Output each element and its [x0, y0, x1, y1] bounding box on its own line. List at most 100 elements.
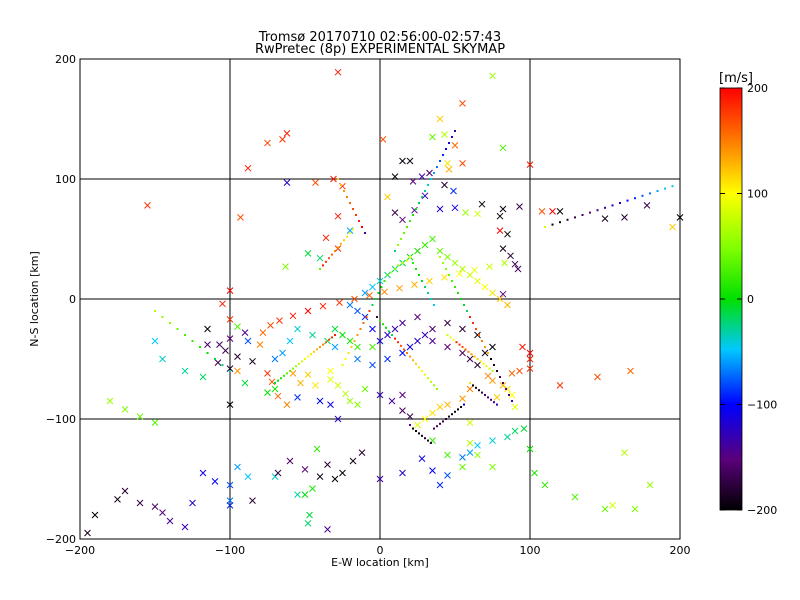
data-point-x: [474, 451, 481, 459]
data-point-dot: [319, 346, 321, 348]
data-point-x: [444, 343, 451, 351]
data-point-x: [334, 382, 342, 389]
data-point-x: [283, 401, 291, 408]
data-point-x: [342, 390, 349, 398]
data-point-x: [511, 427, 519, 435]
data-point-x: [327, 376, 334, 383]
data-point-dot: [559, 221, 561, 224]
data-point-x: [279, 349, 286, 357]
data-point-x: [339, 331, 346, 339]
data-point-dot: [476, 358, 479, 360]
data-point-x: [429, 133, 436, 141]
data-point-dot: [439, 160, 441, 162]
chart-subtitle: RwPretec (8p) EXPERIMENTAL SKYMAP: [255, 42, 505, 57]
data-point-x: [199, 373, 207, 381]
data-point-x: [391, 173, 399, 180]
data-point-dot: [169, 322, 171, 324]
data-point-x: [418, 173, 426, 180]
y-axis-label: N-S location [km]: [28, 251, 41, 347]
data-point-dot: [328, 338, 330, 341]
data-point-x: [421, 241, 429, 249]
data-point-x: [444, 253, 451, 261]
data-point-x: [474, 361, 481, 369]
data-point-x: [304, 371, 312, 378]
data-point-dot: [289, 370, 291, 372]
data-point-x: [445, 166, 453, 173]
colorbar-tick-label: −200: [747, 504, 777, 517]
data-point-x: [354, 355, 361, 363]
data-point-x: [84, 529, 91, 537]
data-point-dot: [439, 256, 441, 258]
data-point-dot: [382, 323, 384, 326]
data-point-dot: [430, 442, 432, 444]
data-point-x: [474, 331, 481, 339]
data-point-dot: [566, 218, 569, 221]
data-point-x: [259, 329, 267, 336]
data-point-dot: [511, 400, 513, 402]
data-point-dot: [400, 344, 402, 347]
data-point-dot: [442, 154, 444, 156]
data-point-x: [478, 200, 486, 208]
data-point-dot: [451, 413, 453, 416]
data-point-dot: [385, 326, 387, 329]
data-point-x: [279, 136, 286, 143]
data-point-x: [406, 343, 414, 351]
data-point-dot: [401, 262, 404, 264]
data-point-x: [391, 325, 399, 333]
data-point-x: [406, 413, 414, 420]
data-point-x: [151, 503, 159, 510]
data-point-dot: [626, 199, 629, 202]
data-point-x: [429, 235, 436, 243]
data-point-dot: [280, 377, 282, 380]
data-point-dot: [493, 364, 495, 366]
data-point-x: [496, 212, 504, 220]
data-point-dot: [446, 334, 449, 336]
data-point-dot: [454, 410, 456, 413]
data-point-dot: [436, 166, 438, 168]
data-point-x: [609, 502, 616, 509]
data-point-dot: [386, 274, 389, 276]
data-point-dot: [344, 358, 347, 360]
data-point-x: [286, 337, 294, 345]
data-point-dot: [448, 274, 450, 276]
data-point-x: [621, 214, 628, 221]
data-point-dot: [206, 352, 209, 354]
data-point-dot: [551, 223, 554, 226]
x-tick-label: 100: [520, 544, 541, 557]
data-point-dot: [484, 394, 486, 396]
data-point-x: [151, 419, 159, 426]
data-point-dot: [389, 271, 392, 274]
data-point-x: [361, 313, 369, 321]
data-point-x: [541, 481, 549, 489]
data-point-x: [346, 397, 354, 405]
data-point-dot: [380, 286, 383, 288]
data-point-dot: [337, 178, 339, 180]
data-point-dot: [394, 250, 396, 252]
data-point-dot: [499, 376, 501, 378]
data-point-x: [601, 215, 609, 222]
data-point-x: [121, 406, 129, 413]
data-point-x: [249, 497, 256, 504]
data-point-dot: [469, 382, 471, 384]
data-point-x: [181, 367, 189, 375]
data-point-dot: [397, 341, 399, 344]
data-point-x: [511, 403, 519, 411]
data-point-x: [508, 370, 516, 377]
data-point-x: [121, 487, 129, 495]
data-point-x: [429, 467, 436, 474]
data-point-x: [489, 437, 496, 444]
data-point-x: [226, 316, 234, 323]
data-point-x: [511, 260, 519, 268]
data-point-dot: [505, 388, 507, 390]
data-point-dot: [427, 292, 429, 294]
data-point-x: [466, 419, 474, 426]
y-tick-label: −200: [46, 533, 76, 546]
data-point-x: [264, 370, 271, 377]
data-point-x: [204, 341, 211, 348]
data-point-dot: [481, 340, 483, 342]
data-point-dot: [493, 401, 495, 404]
data-point-x: [339, 469, 346, 477]
data-point-dot: [544, 226, 546, 228]
data-point-x: [354, 343, 361, 351]
data-point-x: [313, 445, 321, 453]
